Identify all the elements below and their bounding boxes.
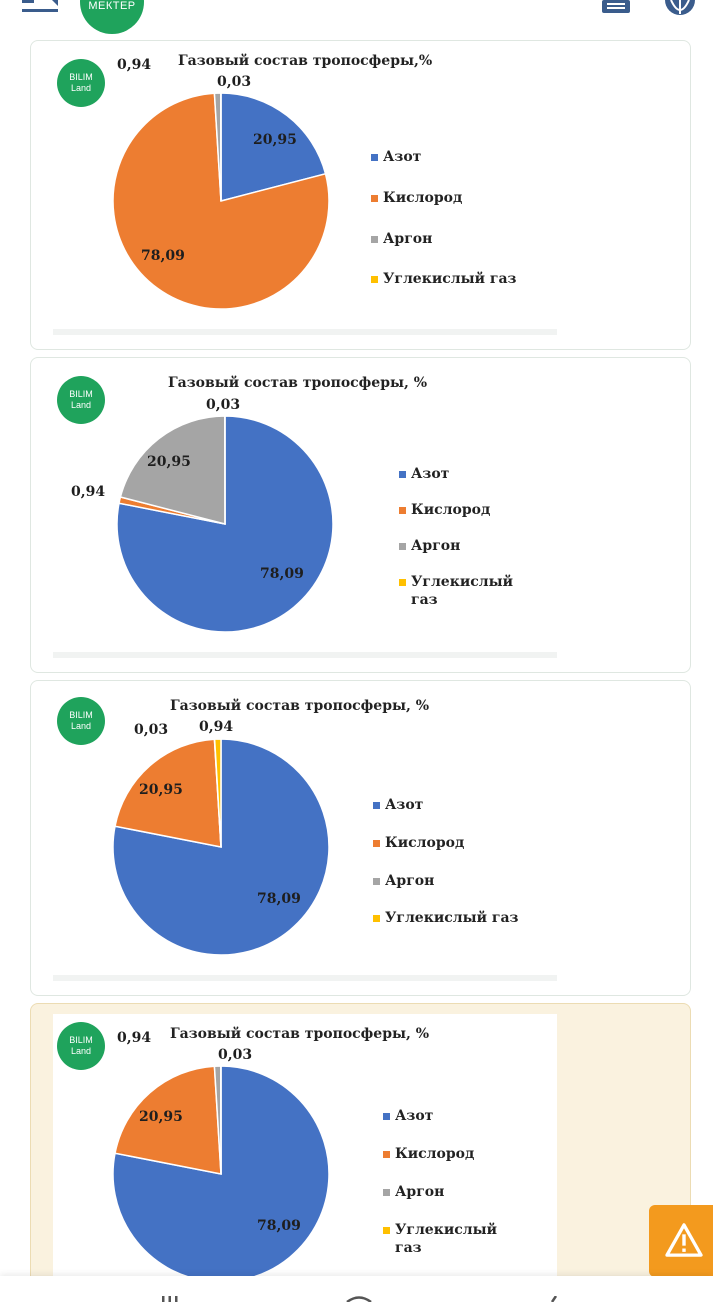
chart-title: Газовый состав тропосферы,% <box>178 53 433 69</box>
report-warning-button[interactable] <box>649 1205 713 1277</box>
bilim-land-badge: BILIM Land <box>57 59 105 107</box>
document-icon[interactable] <box>602 0 630 14</box>
grid-icon[interactable] <box>160 1296 180 1302</box>
pie-label-nitrogen: 20,95 <box>253 132 297 148</box>
answer-option-1[interactable]: BILIM Land Газовый состав тропосферы,% 2… <box>30 40 691 350</box>
legend-swatch <box>371 195 378 202</box>
pie-chart <box>112 92 330 310</box>
pie-label-argon: 0,94 <box>117 1030 152 1046</box>
menu-icon[interactable] <box>22 0 58 20</box>
pie-slice-oxygen <box>114 1065 222 1175</box>
logo-text: МЕКТЕР <box>88 0 136 12</box>
pie-slice-argon <box>119 415 226 525</box>
app-logo[interactable]: МЕКТЕР <box>80 0 144 34</box>
legend-swatch <box>373 840 380 847</box>
legend-swatch <box>371 276 378 283</box>
legend-swatch <box>383 1227 390 1234</box>
legend-swatch <box>399 579 406 586</box>
bottom-navigation-bar <box>0 1276 713 1302</box>
bilim-land-badge: BILIM Land <box>57 1022 105 1070</box>
answer-option-2[interactable]: BILIM Land Газовый состав тропосферы, % … <box>30 357 691 673</box>
pie-label-co2: 0,03 <box>218 1047 253 1063</box>
home-icon[interactable] <box>346 1296 372 1302</box>
pie-chart <box>116 415 334 633</box>
legend-swatch <box>373 802 380 809</box>
chart-title: Газовый состав тропосферы, % <box>170 1026 430 1042</box>
pie-label-co2: 0,03 <box>217 74 252 90</box>
globe-icon[interactable] <box>665 0 695 16</box>
legend-swatch <box>371 154 378 161</box>
pie-chart <box>112 738 330 956</box>
legend-swatch <box>383 1151 390 1158</box>
pie-label-oxygen: 20,95 <box>139 1109 183 1125</box>
pie-chart <box>112 1065 330 1283</box>
legend-swatch <box>399 543 406 550</box>
pie-label-argon: 0,94 <box>117 57 152 73</box>
pie-slice-oxygen <box>114 738 222 848</box>
pie-label-argon: 20,95 <box>147 454 191 470</box>
warning-icon <box>665 1223 703 1257</box>
legend-swatch <box>399 507 406 514</box>
pie-label-oxygen: 78,09 <box>141 248 185 264</box>
pie-label-nitrogen: 78,09 <box>260 566 304 582</box>
chart-title: Газовый состав тропосферы, % <box>170 698 430 714</box>
pie-slice-co2 <box>213 738 222 848</box>
legend-swatch <box>373 915 380 922</box>
bilim-land-badge: BILIM Land <box>57 376 105 424</box>
pie-label-oxygen: 20,95 <box>139 782 183 798</box>
pie-slice-nitrogen <box>220 92 327 202</box>
answer-option-3[interactable]: BILIM Land Газовый состав тропосферы, % … <box>30 680 691 996</box>
pie-label-nitrogen: 78,09 <box>257 891 301 907</box>
image-bottom-strip <box>53 975 557 981</box>
answer-option-4[interactable]: BILIM Land Газовый состав тропосферы, % … <box>30 1003 691 1293</box>
legend-swatch <box>371 236 378 243</box>
pie-label-nitrogen: 78,09 <box>257 1218 301 1234</box>
legend-swatch <box>399 471 406 478</box>
legend-swatch <box>383 1189 390 1196</box>
pie-label-argon: 0,03 <box>134 722 169 738</box>
pie-slice-oxygen <box>112 92 330 310</box>
legend-swatch <box>383 1113 390 1120</box>
profile-icon[interactable] <box>550 1296 560 1302</box>
bilim-land-badge: BILIM Land <box>57 697 105 745</box>
image-bottom-strip <box>53 329 557 335</box>
image-bottom-strip <box>53 652 557 658</box>
pie-label-co2: 0,94 <box>199 719 234 735</box>
pie-label-co2: 0,03 <box>206 397 241 413</box>
chart-title: Газовый состав тропосферы, % <box>168 375 428 391</box>
legend-swatch <box>373 878 380 885</box>
pie-label-oxygen: 0,94 <box>71 484 106 500</box>
